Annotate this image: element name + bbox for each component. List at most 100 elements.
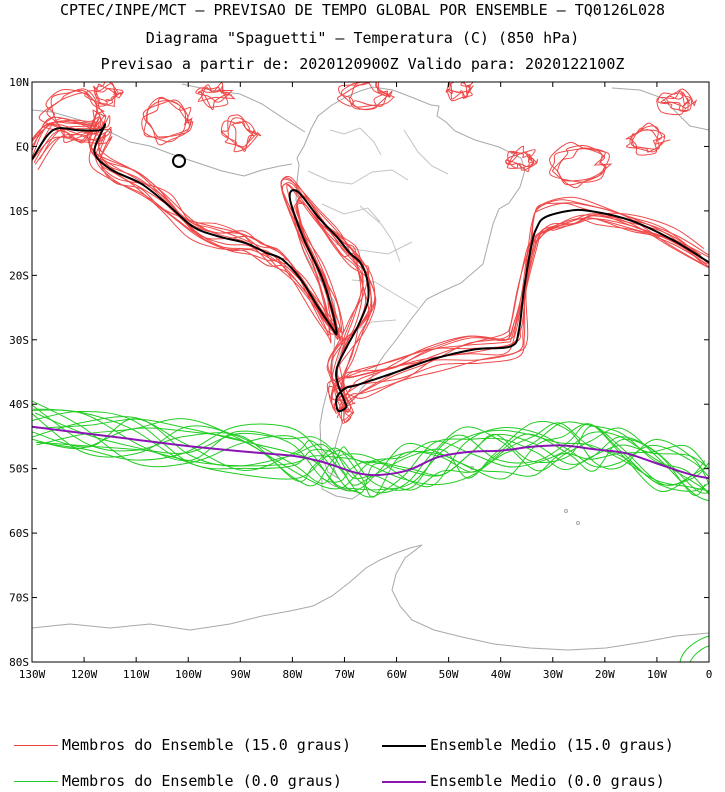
red-member-blob (447, 82, 474, 100)
y-tick-label: 80S (9, 656, 29, 669)
red-member-blob (549, 148, 607, 183)
red-member-line (32, 114, 703, 421)
red-member-line (32, 116, 708, 413)
green-ensemble-members (32, 400, 709, 662)
red-member-blob (506, 149, 536, 169)
red-member-line (39, 115, 709, 401)
x-tick-label: 120W (71, 668, 98, 681)
legend-swatch-green-thin (14, 781, 58, 782)
x-tick-label: 50W (439, 668, 459, 681)
green-member-line (689, 645, 709, 662)
x-tick-label: 80W (282, 668, 302, 681)
red-member-blob (224, 114, 255, 152)
y-tick-label: EQ (16, 140, 29, 153)
x-tick-label: 70W (335, 668, 355, 681)
red-member-blob (549, 141, 610, 186)
x-tick-label: 130W (19, 668, 46, 681)
y-tick-label: 60S (9, 527, 29, 540)
legend-label: Membros do Ensemble (15.0 graus) (62, 736, 351, 754)
island (564, 509, 568, 513)
red-member-blob (197, 82, 236, 102)
red-member-blob (557, 147, 613, 182)
red-ensemble-blobs (38, 82, 698, 189)
mean-line-0c (32, 425, 709, 480)
legend-item-black-mean: Ensemble Medio (15.0 graus) (382, 736, 674, 754)
red-member-blob (625, 125, 671, 153)
green-member-line (32, 412, 707, 492)
y-tick-label: 20S (9, 269, 29, 282)
ensemble-mean-series (32, 123, 709, 480)
green-member-line (32, 404, 706, 498)
red-member-line (33, 120, 709, 401)
legend-swatch-black-thick (382, 744, 426, 747)
y-tick-label: 40S (9, 398, 29, 411)
axis-ticks: 130W 120W 110W 100W 90W 80W 70W 60W 50W 40W 30W 20W… (9, 76, 712, 681)
red-member-blob (445, 82, 472, 93)
green-member-line (32, 400, 709, 492)
red-member-blob (84, 88, 118, 105)
red-member-blob (505, 145, 539, 171)
antarctica-coastline (32, 544, 709, 651)
red-member-blob (195, 86, 233, 102)
legend-label: Membros do Ensemble (0.0 graus) (62, 772, 342, 790)
green-member-line (32, 410, 709, 502)
y-tick-label: 10S (9, 205, 29, 218)
red-member-line (36, 117, 709, 406)
green-member-line (32, 418, 706, 494)
red-member-blob (95, 82, 119, 107)
islands (470, 466, 580, 525)
legend-item-green-members: Membros do Ensemble (0.0 graus) (14, 772, 342, 790)
x-tick-label: 0 (706, 668, 713, 681)
y-tick-label: 30S (9, 334, 29, 347)
legend-label: Ensemble Medio (15.0 graus) (430, 736, 674, 754)
south-america-coastline (295, 86, 526, 480)
green-member-line (32, 427, 709, 488)
red-member-blob (142, 99, 193, 146)
plot-frame (31, 81, 710, 663)
africa-coastline (611, 87, 709, 131)
red-member-blob (141, 97, 191, 143)
green-member-line (36, 418, 709, 493)
x-tick-label: 40W (491, 668, 511, 681)
red-member-blob (38, 92, 104, 144)
red-member-blob (551, 145, 608, 189)
tierra-del-fuego-coastline (321, 477, 363, 500)
chart-title-line-1: CPTEC/INPE/MCT – PREVISAO DE TEMPO GLOBA… (59, 1, 666, 19)
red-member-blob (42, 89, 105, 144)
red-member-blob (630, 127, 666, 153)
mean-line-15c (32, 123, 709, 413)
red-member-blob (93, 83, 124, 102)
x-tick-label: 60W (387, 668, 407, 681)
red-member-blob (50, 89, 107, 138)
red-member-blob (348, 82, 393, 110)
red-ensemble-members (32, 112, 709, 424)
red-member-blob (220, 120, 258, 149)
green-member-line (35, 418, 709, 492)
chart-title-line-2: Diagrama "Spaguetti" – Temperatura (C) (… (145, 29, 580, 47)
red-member-line (34, 126, 709, 406)
legend-label: Ensemble Medio (0.0 graus) (430, 772, 665, 790)
red-member-blob (146, 96, 193, 139)
red-member-line (37, 112, 709, 412)
legend-swatch-red-thin (14, 745, 58, 746)
red-member-blob (337, 82, 395, 107)
y-tick-label: 10N (9, 76, 29, 89)
legend-item-red-members: Membros do Ensemble (15.0 graus) (14, 736, 351, 754)
x-tick-label: 90W (230, 668, 250, 681)
x-tick-label: 20W (595, 668, 615, 681)
coastline-map (32, 83, 709, 651)
legend-item-purple-mean: Ensemble Medio (0.0 graus) (382, 772, 665, 790)
red-member-blob (93, 82, 124, 107)
y-tick-label: 50S (9, 463, 29, 476)
red-member-blob (507, 150, 534, 169)
map-content (32, 82, 709, 662)
green-member-line (34, 412, 709, 477)
black-mean-small-contour (172, 154, 186, 168)
red-member-blob (657, 92, 693, 112)
red-member-blob (340, 82, 391, 111)
red-member-blob (197, 84, 234, 111)
red-member-line (32, 123, 705, 419)
x-tick-label: 110W (123, 668, 150, 681)
green-member-line (35, 423, 709, 498)
